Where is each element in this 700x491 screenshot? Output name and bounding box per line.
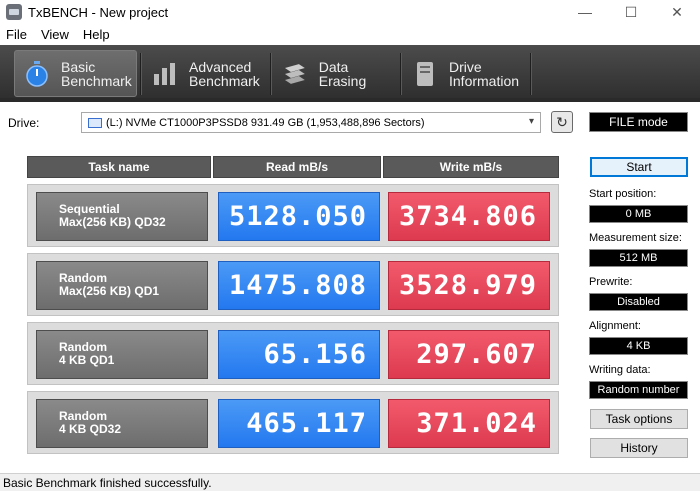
app-icon	[6, 4, 22, 20]
tab-drive-information[interactable]: Drive Information	[403, 50, 529, 97]
menu-help[interactable]: Help	[82, 27, 110, 42]
prewrite-label: Prewrite:	[589, 276, 633, 288]
window-title: TxBENCH - New project	[28, 4, 169, 20]
task-name-line1: Sequential	[59, 202, 120, 216]
chevron-down-icon: ▾	[528, 116, 534, 127]
alignment-value[interactable]: 4 KB	[589, 337, 688, 355]
task-random-4kb-qd1-button[interactable]: Random 4 KB QD1	[36, 330, 208, 379]
history-button[interactable]: History	[590, 438, 688, 458]
refresh-button[interactable]: ↻	[551, 111, 573, 133]
drive-icon	[88, 117, 102, 128]
header-task-name: Task name	[27, 156, 211, 178]
drive-label: Drive:	[8, 116, 40, 130]
header-write: Write mB/s	[383, 156, 559, 178]
tab-label-line2: Information	[449, 72, 520, 89]
tab-label-line1: Drive	[449, 58, 482, 75]
close-button[interactable]: ✕	[671, 3, 683, 20]
read-value: 65.156	[218, 330, 380, 379]
menu-bar: File View Help	[0, 25, 700, 44]
start-button[interactable]: Start	[590, 157, 688, 177]
task-name-line1: Random	[59, 340, 107, 354]
task-random-max-qd1-button[interactable]: Random Max(256 KB) QD1	[36, 261, 208, 310]
tab-label-line2: Benchmark	[189, 72, 260, 89]
task-name-line1: Random	[59, 271, 107, 285]
measurement-size-label: Measurement size:	[589, 232, 682, 244]
write-value: 3528.979	[388, 261, 550, 310]
header-read: Read mB/s	[213, 156, 381, 178]
write-value: 3734.806	[388, 192, 550, 241]
measurement-size-value[interactable]: 512 MB	[589, 249, 688, 267]
file-mode-indicator: FILE mode	[589, 112, 688, 132]
menu-file[interactable]: File	[6, 27, 27, 42]
task-sequential-qd32-button[interactable]: Sequential Max(256 KB) QD32	[36, 192, 208, 241]
drive-select[interactable]: (L:) NVMe CT1000P3PSSD8 931.49 GB (1,953…	[81, 112, 541, 133]
stopwatch-icon	[26, 60, 48, 87]
task-options-button[interactable]: Task options	[590, 409, 688, 429]
status-text: Basic Benchmark finished successfully.	[3, 475, 212, 490]
eraser-icon	[284, 63, 305, 84]
tab-advanced-benchmark[interactable]: Advanced Benchmark	[143, 50, 269, 97]
start-position-value[interactable]: 0 MB	[589, 205, 688, 223]
tab-basic-benchmark[interactable]: Basic Benchmark	[14, 50, 137, 97]
prewrite-value[interactable]: Disabled	[589, 293, 688, 311]
alignment-label: Alignment:	[589, 320, 641, 332]
tab-label-line1: Basic	[61, 58, 96, 75]
write-value: 297.607	[388, 330, 550, 379]
read-value: 1475.808	[218, 261, 380, 310]
minimize-button[interactable]: —	[578, 4, 592, 20]
task-name-line2: Max(256 KB) QD32	[59, 215, 166, 229]
menu-view[interactable]: View	[40, 27, 69, 42]
bar-chart-icon	[154, 62, 175, 85]
task-name-line2: 4 KB QD1	[59, 353, 115, 367]
drive-selected-value: (L:) NVMe CT1000P3PSSD8 931.49 GB (1,953…	[106, 116, 425, 129]
tab-label-line2: Benchmark	[61, 72, 132, 89]
task-name-line1: Random	[59, 409, 107, 423]
tab-label-line1: Data Erasing	[318, 58, 367, 89]
read-value: 5128.050	[218, 192, 380, 241]
toolbar: Basic Benchmark Advanced Benchmark Data …	[0, 45, 700, 102]
write-value: 371.024	[388, 399, 550, 448]
task-random-4kb-qd32-button[interactable]: Random 4 KB QD32	[36, 399, 208, 448]
task-name-line2: Max(256 KB) QD1	[59, 284, 160, 298]
read-value: 465.117	[218, 399, 380, 448]
tab-data-erasing[interactable]: Data Erasing	[273, 50, 399, 97]
drive-info-icon	[417, 61, 433, 86]
tab-label-line1: Advanced	[189, 58, 252, 75]
start-position-label: Start position:	[589, 188, 657, 200]
writing-data-label: Writing data:	[589, 364, 651, 376]
refresh-icon: ↻	[556, 113, 568, 130]
maximize-button[interactable]: ☐	[624, 3, 638, 20]
title-bar: TxBENCH - New project — ☐ ✕	[0, 0, 700, 24]
writing-data-value[interactable]: Random number	[589, 381, 688, 399]
task-name-line2: 4 KB QD32	[59, 422, 122, 436]
status-bar: Basic Benchmark finished successfully.	[0, 473, 700, 491]
